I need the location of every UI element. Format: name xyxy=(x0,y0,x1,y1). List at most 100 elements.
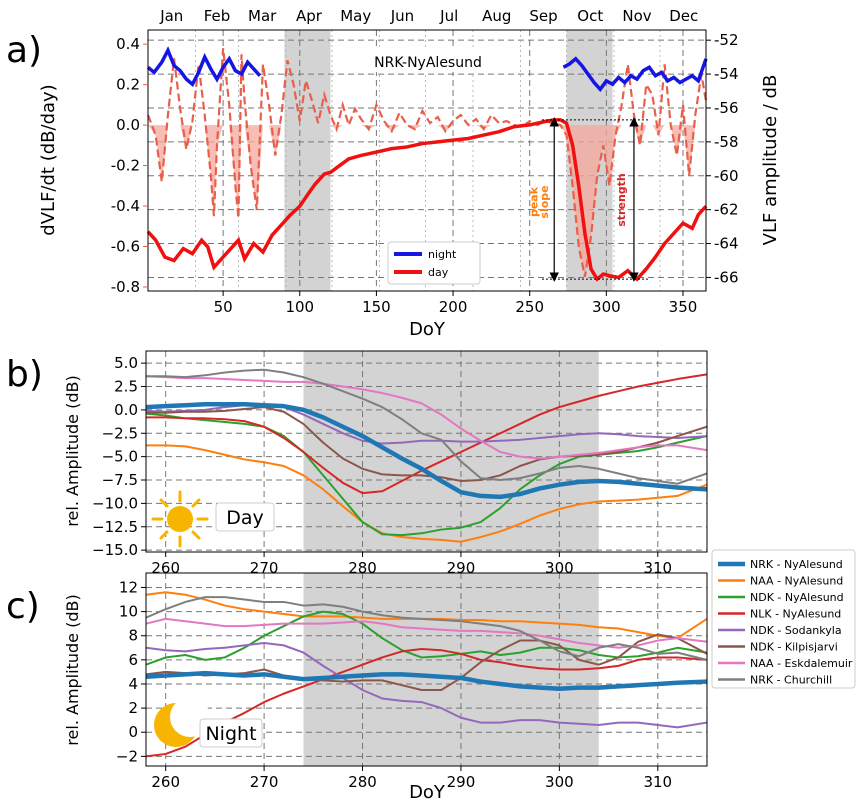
legend-label-1: NAA - NyAlesund xyxy=(750,575,843,588)
legend-label-2: NDK - NyAlesund xyxy=(750,591,844,604)
b-ytick-label-7: −12.5 xyxy=(92,518,138,536)
shaded-band-0 xyxy=(284,30,331,291)
a-ytick-right-label-2: -56 xyxy=(714,99,739,117)
a-xtick-label-6: 350 xyxy=(669,298,698,316)
legend-label-5: NDK - Kilpisjarvi xyxy=(750,641,838,654)
a-ytick-left-label-4: -0.4 xyxy=(111,197,140,215)
legend-label-3: NLK - NyAlesund xyxy=(750,608,841,621)
c-series-nrk-churchill xyxy=(145,596,708,661)
b-ytick-label-1: 2.5 xyxy=(114,378,138,396)
b-ytick-label-5: −7.5 xyxy=(102,471,138,489)
month-label-2: Mar xyxy=(248,7,277,25)
a-ytick-right-label-1: -54 xyxy=(714,65,739,83)
a-ytick-right-label-0: -52 xyxy=(714,31,739,49)
c-series-nrk-nyalesund xyxy=(145,670,708,692)
b-series-naa-nyalesund xyxy=(146,444,708,543)
a-ytick-left-label-2: 0.0 xyxy=(116,116,140,134)
legend-day-label: day xyxy=(428,266,449,279)
b-ytick-label-3: −2.5 xyxy=(102,424,138,442)
legend-label-7: NRK - Churchill xyxy=(750,674,832,687)
day-tag-box xyxy=(215,502,275,532)
c-xtick-label-4: 300 xyxy=(545,773,574,791)
a-xtick-label-3: 200 xyxy=(439,298,468,316)
c-xtick-label-0: 260 xyxy=(151,773,180,791)
a-xtick-label-1: 100 xyxy=(285,298,314,316)
panel-bc-legend-box xyxy=(711,549,856,689)
panel-a-legend: night day xyxy=(387,241,481,285)
c-series-ndk-sodankyla xyxy=(145,641,708,729)
c-xtick-label-3: 290 xyxy=(447,773,476,791)
b-ytick-label-6: −10.0 xyxy=(92,494,138,512)
legend-label-4: NDK - Sodankyla xyxy=(750,624,842,637)
c-xtick-label-5: 310 xyxy=(643,773,672,791)
b-series-ndk-kilpisjarvi xyxy=(146,406,708,482)
month-label-5: Jun xyxy=(390,7,414,25)
b-ytick-label-0: 5.0 xyxy=(114,354,138,372)
c-series-nlk-nyalesund xyxy=(145,647,708,758)
panel-a-ylabel-right: VLF amplitude / dB xyxy=(760,75,781,246)
panel-a: Jan Feb Mar Apr May Jun Jul Aug Sep Oct Nov Dec 50 1… xyxy=(38,7,781,340)
b-ytick-label-4: −5.0 xyxy=(102,448,138,466)
month-label-11: Dec xyxy=(669,7,698,25)
a-ytick-right-label-3: -58 xyxy=(714,133,739,151)
c-ytick-label-1: 10 xyxy=(119,603,138,621)
a-ytick-right-label-6: -64 xyxy=(714,235,739,253)
slope-label: slope xyxy=(538,185,551,218)
month-label-6: Jul xyxy=(439,7,458,25)
peak-label: peak xyxy=(527,186,540,217)
month-label-0: Jan xyxy=(159,7,183,25)
b-ytick-label-8: −15.0 xyxy=(92,541,138,559)
day-line xyxy=(146,118,708,282)
c-ytick-label-0: 12 xyxy=(119,578,138,596)
legend-label-0: NRK - NyAlesund xyxy=(750,558,843,571)
a-ytick-right-label-5: -62 xyxy=(714,201,739,219)
month-label-9: Oct xyxy=(577,7,603,25)
panel-a-letter: a) xyxy=(6,30,42,71)
panel-c-xlabel: DoY xyxy=(409,782,446,803)
sun-icon xyxy=(151,490,209,548)
c-xtick-label-1: 270 xyxy=(250,773,279,791)
month-label-7: Aug xyxy=(482,7,511,25)
b-series-naa-eskdalemuir xyxy=(145,375,708,460)
day-tag: Day xyxy=(226,507,264,529)
a-ytick-left-label-0: 0.4 xyxy=(116,35,140,53)
panel-b-letter: b) xyxy=(6,354,43,395)
panel-c-ylabel: rel. Amplitude (dB) xyxy=(63,594,82,745)
night-line-1 xyxy=(562,56,708,93)
month-label-8: Sep xyxy=(529,7,557,25)
c-xtick-label-2: 280 xyxy=(348,773,377,791)
c-ytick-label-2: 8 xyxy=(128,627,138,645)
c-ytick-label-5: 2 xyxy=(128,699,138,717)
night-line-0 xyxy=(146,46,262,87)
month-label-4: May xyxy=(340,7,371,25)
a-xtick-label-0: 50 xyxy=(214,298,233,316)
c-ytick-label-6: 0 xyxy=(128,723,138,741)
a-xtick-label-5: 300 xyxy=(592,298,621,316)
b-series-nrk-churchill xyxy=(146,368,708,485)
strength-label: strength xyxy=(615,173,628,227)
panel-b: 260 270 280 290 300 3105.02.50.0−2.5−5.0−7.5−… xyxy=(63,350,708,577)
a-xtick-label-2: 150 xyxy=(362,298,391,316)
a-xtick-label-4: 250 xyxy=(515,298,544,316)
panel-a-frame xyxy=(147,29,707,292)
a-ytick-left-label-5: -0.6 xyxy=(111,237,140,255)
a-ytick-right-label-4: -60 xyxy=(714,167,739,185)
panel-b-ylabel: rel. Amplitude (dB) xyxy=(63,375,82,526)
station-label-bg xyxy=(360,50,496,72)
panel-bc-legend: NRK - NyAlesund NAA - NyAlesund NDK - NyAl… xyxy=(711,549,856,689)
a-ytick-left-label-3: -0.2 xyxy=(111,157,140,175)
a-ytick-left-label-6: -0.8 xyxy=(111,278,140,296)
a-ytick-right-label-7: -66 xyxy=(714,268,739,286)
c-ytick-label-3: 6 xyxy=(128,651,138,669)
panel-a-xlabel: DoY xyxy=(409,319,446,340)
panel-a-ylabel-left: dVLF/dt (dB/day) xyxy=(38,84,59,235)
panel-b-frame xyxy=(145,350,708,553)
legend-label-6: NAA - Eskdalemuir xyxy=(750,657,853,670)
b-ytick-label-2: 0.0 xyxy=(114,401,138,419)
panel-c-letter: c) xyxy=(6,586,40,627)
month-label-3: Apr xyxy=(296,7,323,25)
legend-night-label: night xyxy=(428,248,457,261)
a-ytick-left-label-1: 0.2 xyxy=(116,76,140,94)
night-tag: Night xyxy=(205,723,256,745)
